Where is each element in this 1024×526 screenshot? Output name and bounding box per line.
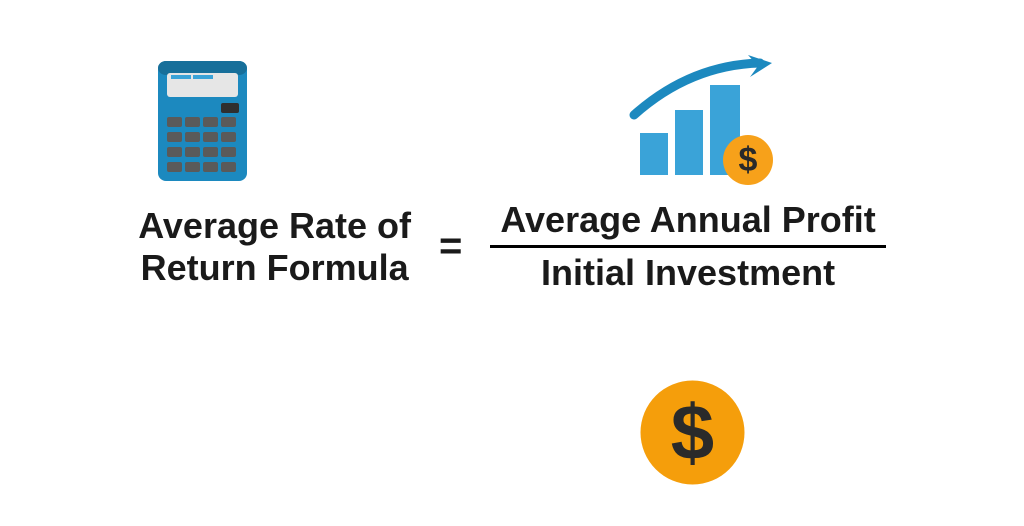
lhs-line-1: Average Rate of	[138, 205, 411, 246]
formula-row: Average Rate of Return Formula = Average…	[0, 195, 1024, 298]
calculator-icon	[155, 55, 250, 185]
svg-text:$: $	[671, 388, 714, 476]
dollar-coin-icon: $	[640, 380, 745, 485]
lhs-line-2: Return Formula	[138, 247, 411, 288]
growth-chart-icon: $	[620, 55, 800, 190]
formula-fraction: Average Annual Profit Initial Investment	[490, 195, 885, 298]
equals-sign: =	[439, 224, 462, 269]
infographic-canvas: $ $ Average Rate of Return Formula = Ave…	[0, 0, 1024, 526]
fraction-numerator: Average Annual Profit	[490, 195, 885, 245]
fraction-denominator: Initial Investment	[531, 248, 845, 298]
formula-lhs: Average Rate of Return Formula	[138, 205, 411, 288]
svg-text:$: $	[739, 141, 758, 179]
